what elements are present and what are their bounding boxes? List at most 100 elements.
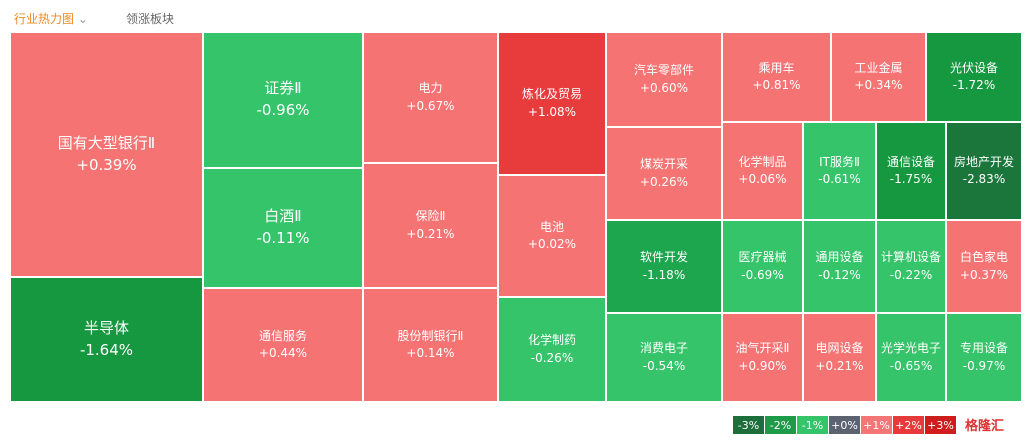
tile-change: -0.26% [530, 350, 574, 365]
tile[interactable]: 炼化及贸易 +1.08% [498, 32, 606, 175]
tile-name: 汽车零部件 [633, 63, 694, 78]
tile-change: -0.65% [889, 358, 933, 373]
tile-name: 通信设备 [886, 154, 935, 169]
tile-name: 通信服务 [258, 328, 307, 343]
tile-change: -0.12% [818, 267, 861, 282]
tile[interactable]: 工业金属 +0.34% [831, 32, 926, 122]
tile[interactable]: 化学制品 +0.06% [722, 122, 803, 220]
tile-name: 国有大型银行Ⅱ [57, 133, 156, 152]
tile[interactable]: 电池 +0.02% [498, 175, 606, 297]
tile-name: 房地产开发 [953, 154, 1014, 169]
legend-swatch: -3% [733, 416, 765, 434]
tile-change: -1.72% [952, 78, 996, 92]
tile-name: 化学制品 [738, 154, 787, 169]
watermark: 格隆汇 [962, 415, 1008, 434]
tile-name: 保险Ⅱ [415, 209, 446, 224]
tile-name: 炼化及贸易 [521, 87, 582, 102]
tab[interactable]: 行业热力图 ⌄ [14, 12, 88, 26]
tile-name: 股份制银行Ⅱ [397, 328, 464, 343]
tile-name: 白色家电 [959, 250, 1008, 265]
tile-name: 油气开采Ⅱ [735, 341, 790, 356]
tile[interactable]: 半导体 -1.64% [10, 277, 203, 402]
tile-change: -1.18% [642, 267, 686, 282]
tile-change: +0.02% [527, 237, 577, 251]
tile-name: 化学制药 [527, 333, 576, 348]
tile[interactable]: 医疗器械 -0.69% [722, 220, 803, 313]
tile-name: 医疗器械 [738, 250, 787, 265]
tile-change: +0.67% [406, 98, 455, 113]
tile-name: 通用设备 [815, 250, 864, 265]
tile-change: -0.69% [741, 267, 784, 282]
legend-swatch: +3% [925, 416, 957, 434]
tile[interactable]: 光伏设备 -1.72% [926, 32, 1022, 122]
tile-change: +0.21% [406, 226, 455, 241]
tile[interactable]: 白色家电 +0.37% [946, 220, 1022, 313]
tile[interactable]: 化学制药 -0.26% [498, 297, 606, 402]
tile-name: 光伏设备 [949, 60, 998, 75]
tile-change: +0.60% [639, 80, 689, 95]
tile-name: IT服务Ⅱ [819, 154, 860, 169]
tile-change: +0.14% [406, 346, 455, 360]
legend-swatch: +2% [893, 416, 925, 434]
tile[interactable]: 证券Ⅱ -0.96% [203, 32, 363, 168]
legend-swatch: +0% [829, 416, 861, 434]
tile-change: +1.08% [527, 104, 577, 119]
tile[interactable]: 白酒Ⅱ -0.11% [203, 168, 363, 288]
tile[interactable]: 国有大型银行Ⅱ +0.39% [10, 32, 203, 277]
tile-change: -2.83% [962, 172, 1006, 186]
tile-change: +0.37% [959, 267, 1009, 282]
tile-name: 消费电子 [639, 341, 688, 356]
legend-swatch: -1% [797, 416, 829, 434]
tile-change: +0.34% [854, 78, 903, 92]
tile[interactable]: 保险Ⅱ +0.21% [363, 163, 498, 288]
tile-name: 半导体 [83, 318, 129, 337]
tile-change: +0.06% [738, 172, 787, 186]
tab[interactable]: 领涨板块 [126, 12, 175, 26]
tile[interactable]: 电力 +0.67% [363, 32, 498, 163]
tile[interactable]: 股份制银行Ⅱ +0.14% [363, 288, 498, 402]
tile-change: -1.64% [79, 340, 134, 359]
tile[interactable]: 计算机设备 -0.22% [876, 220, 946, 313]
tile[interactable]: 通用设备 -0.12% [803, 220, 876, 313]
tile-change: -0.22% [889, 267, 933, 282]
tile[interactable]: 消费电子 -0.54% [606, 313, 722, 402]
tile[interactable]: 电网设备 +0.21% [803, 313, 876, 402]
tile[interactable]: 软件开发 -1.18% [606, 220, 722, 313]
tile-name: 光学光电子 [880, 341, 941, 356]
tile-change: -0.61% [818, 172, 861, 186]
tile-change: +0.39% [76, 155, 137, 174]
tile-name: 电网设备 [815, 341, 864, 356]
tile-name: 软件开发 [639, 250, 688, 265]
tile[interactable]: 油气开采Ⅱ +0.90% [722, 313, 803, 402]
tile-name: 白酒Ⅱ [264, 207, 302, 226]
tile[interactable]: 光学光电子 -0.65% [876, 313, 946, 402]
tile-name: 电力 [418, 81, 443, 96]
tile-change: -0.11% [256, 229, 310, 247]
tile-change: +0.44% [258, 346, 308, 360]
tile[interactable]: 汽车零部件 +0.60% [606, 32, 722, 127]
tile-change: -0.97% [962, 358, 1006, 373]
tile[interactable]: 乘用车 +0.81% [722, 32, 831, 122]
tile[interactable]: 房地产开发 -2.83% [946, 122, 1022, 220]
tile-change: +0.90% [738, 358, 787, 373]
tile-name: 电池 [539, 219, 564, 234]
tile[interactable]: 通信服务 +0.44% [203, 288, 363, 402]
tile-name: 乘用车 [758, 60, 795, 75]
tile-name: 证券Ⅱ [264, 79, 302, 98]
tile-name: 煤炭开采 [639, 157, 688, 172]
tile-change: +0.21% [815, 358, 864, 373]
tile-change: +0.26% [639, 174, 689, 189]
legend-swatch: -2% [765, 416, 797, 434]
legend-swatch: +1% [861, 416, 893, 434]
tile[interactable]: 通信设备 -1.75% [876, 122, 946, 220]
tile-change: -0.96% [256, 101, 310, 119]
chevron: ⌄ [74, 12, 88, 26]
tile-name: 工业金属 [854, 60, 903, 75]
tile[interactable]: IT服务Ⅱ -0.61% [803, 122, 876, 220]
tile[interactable]: 专用设备 -0.97% [946, 313, 1022, 402]
tile[interactable]: 煤炭开采 +0.26% [606, 127, 722, 220]
tile-name: 专用设备 [959, 341, 1008, 356]
tile-change: +0.81% [752, 78, 801, 92]
